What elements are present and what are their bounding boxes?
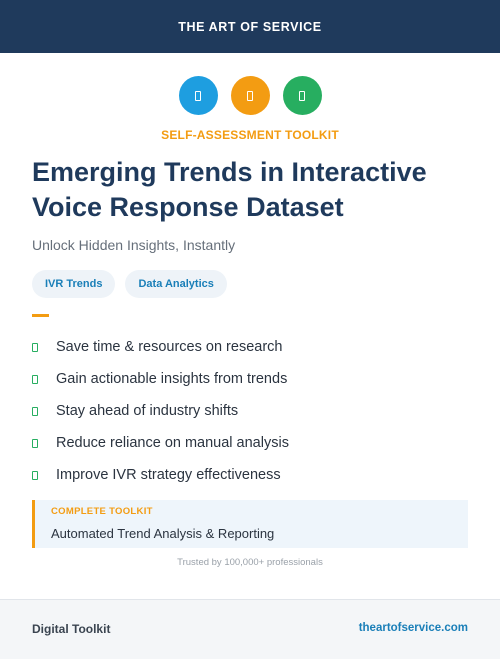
kicker-label: SELF-ASSESSMENT TOOLKIT [161, 128, 339, 142]
tag-ivr-trends[interactable]: IVR Trends [32, 270, 116, 298]
benefit-text: Save time & resources on research [56, 339, 283, 355]
tag-data-analytics[interactable]: Data Analytics [125, 270, 227, 298]
list-item: Gain actionable insights from trends [32, 363, 289, 395]
page-title: Emerging Trends in Interactive Voice Res… [32, 157, 427, 222]
trust-note: Trusted by 100,000+ professionals [177, 557, 323, 568]
list-item: Save time & resources on research [32, 331, 289, 363]
toolkit-callout: COMPLETE TOOLKIT Automated Trend Analysi… [32, 500, 468, 548]
doc-icon [282, 76, 322, 115]
callout-label: COMPLETE TOOLKIT [51, 506, 153, 517]
accent-divider [32, 314, 49, 317]
list-item: Reduce reliance on manual analysis [32, 427, 289, 459]
benefit-text: Stay ahead of industry shifts [56, 403, 239, 419]
doc-icon [178, 76, 218, 115]
icon-row [0, 76, 500, 115]
benefit-list: Save time & resources on research Gain a… [32, 331, 289, 491]
tag-list: IVR Trends Data Analytics [32, 270, 227, 298]
check-icon [32, 374, 38, 384]
brand-title: THE ART OF SERVICE [178, 19, 322, 34]
check-icon [32, 406, 38, 416]
benefit-text: Improve IVR strategy effectiveness [56, 467, 281, 483]
footer-label: Digital Toolkit [32, 622, 111, 636]
footer: Digital Toolkit theartofservice.com [0, 599, 500, 659]
benefit-text: Gain actionable insights from trends [56, 371, 288, 387]
benefit-text: Reduce reliance on manual analysis [56, 435, 289, 451]
check-icon [32, 470, 38, 480]
top-banner: THE ART OF SERVICE [0, 0, 500, 53]
check-icon [32, 438, 38, 448]
list-item: Improve IVR strategy effectiveness [32, 459, 289, 491]
callout-text: Automated Trend Analysis & Reporting [51, 526, 275, 541]
doc-icon [230, 76, 270, 115]
list-item: Stay ahead of industry shifts [32, 395, 289, 427]
page-subtitle: Unlock Hidden Insights, Instantly [32, 237, 236, 253]
footer-link[interactable]: theartofservice.com [358, 622, 468, 634]
check-icon [32, 342, 38, 352]
